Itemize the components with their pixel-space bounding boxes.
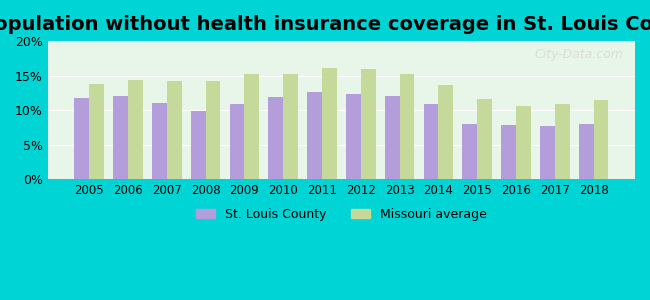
Bar: [593, 100, 608, 179]
Bar: [283, 74, 298, 179]
Bar: [400, 74, 414, 179]
Bar: [152, 103, 167, 179]
Bar: [438, 85, 453, 179]
Bar: [501, 125, 516, 179]
Bar: [554, 104, 569, 179]
Bar: [113, 97, 128, 179]
Title: Population without health insurance coverage in St. Louis County: Population without health insurance cove…: [0, 15, 650, 34]
Bar: [361, 69, 376, 179]
Bar: [540, 125, 554, 179]
Bar: [75, 98, 89, 179]
Bar: [167, 81, 181, 179]
Text: City-Data.com: City-Data.com: [534, 48, 623, 61]
Bar: [424, 104, 438, 179]
Legend: St. Louis County, Missouri average: St. Louis County, Missouri average: [191, 203, 492, 226]
Bar: [462, 124, 477, 179]
Bar: [516, 106, 530, 179]
Bar: [128, 80, 143, 179]
Bar: [307, 92, 322, 179]
Bar: [268, 97, 283, 179]
Bar: [578, 124, 593, 179]
Bar: [89, 84, 104, 179]
Bar: [346, 94, 361, 179]
Bar: [385, 97, 400, 179]
Bar: [205, 81, 220, 179]
Bar: [244, 74, 259, 179]
Bar: [191, 111, 205, 179]
Bar: [322, 68, 337, 179]
Bar: [229, 104, 244, 179]
Bar: [477, 98, 492, 179]
